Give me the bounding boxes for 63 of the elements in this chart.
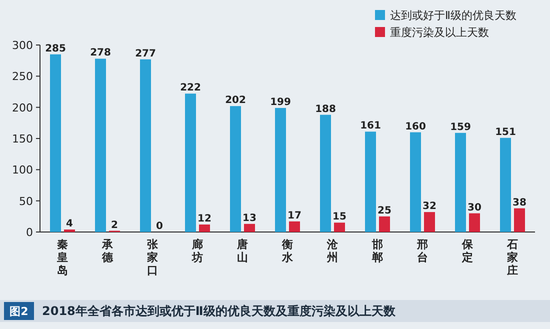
x-tick-label: 沧州	[326, 238, 338, 264]
data-label: 161	[360, 120, 381, 132]
y-tick-label: 200	[12, 101, 33, 114]
data-label: 32	[422, 201, 436, 212]
x-tick-label: 邢台	[416, 238, 428, 264]
bar	[455, 132, 466, 232]
data-label: 278	[90, 48, 111, 59]
bar	[514, 208, 525, 232]
bar	[230, 106, 241, 232]
text: 2018年全省各市达到或优于Ⅱ级的优良天数及重度污染及以上天数	[42, 304, 396, 318]
bar	[185, 94, 196, 232]
data-label: 285	[45, 43, 66, 54]
x-tick-label: 衡水	[282, 238, 294, 264]
x-tick-label: 张家口	[146, 238, 158, 277]
data-label: 222	[180, 82, 201, 94]
data-label: 2	[111, 220, 118, 231]
bar	[424, 212, 435, 232]
y-tick-label: 0	[26, 226, 33, 239]
x-tick-label: 秦皇岛	[56, 238, 68, 277]
y-tick-label: 150	[12, 132, 33, 146]
bar	[320, 114, 331, 232]
data-label: 277	[135, 48, 156, 60]
legend-label: 达到或好于Ⅱ级的优良天数	[390, 9, 516, 22]
y-tick-label: 100	[12, 164, 33, 177]
bar	[199, 224, 210, 232]
bar	[95, 58, 106, 232]
data-label: 13	[242, 212, 256, 224]
bar	[469, 213, 480, 232]
data-label: 160	[405, 121, 426, 132]
bar	[500, 138, 511, 232]
x-tick-label: 廊坊	[192, 238, 204, 264]
bar	[365, 132, 376, 232]
data-label: 38	[512, 197, 526, 208]
bar	[410, 132, 421, 232]
data-label: 4	[66, 218, 74, 230]
data-label: 25	[378, 205, 392, 216]
data-label: 199	[270, 96, 291, 108]
bar	[50, 54, 61, 232]
x-tick-label: 保定	[462, 238, 474, 264]
bar	[244, 224, 255, 232]
x-tick-label: 唐山	[236, 238, 248, 264]
data-label: 159	[450, 122, 471, 133]
y-tick-label: 50	[19, 194, 33, 208]
bar	[289, 221, 300, 232]
x-tick-label: 石家庄	[506, 238, 518, 277]
data-label: 202	[225, 95, 246, 106]
bar	[140, 59, 151, 232]
x-tick-label: 邯郸	[372, 238, 384, 264]
data-label: 151	[495, 126, 516, 138]
caption: 图2	[10, 305, 28, 318]
data-label: 188	[315, 104, 336, 115]
data-label: 30	[468, 202, 482, 214]
data-label: 15	[332, 212, 346, 223]
x-tick-label: 承德	[102, 238, 114, 264]
data-label: 12	[198, 214, 212, 225]
bar	[275, 108, 286, 232]
bar	[379, 216, 390, 232]
y-tick-label: 300	[12, 39, 33, 52]
legend-label: 重度污染及以上天数	[390, 26, 489, 39]
data-label: 17	[288, 210, 302, 222]
y-tick-label: 250	[12, 70, 33, 84]
bar	[334, 222, 345, 232]
data-label: 0	[156, 221, 164, 232]
